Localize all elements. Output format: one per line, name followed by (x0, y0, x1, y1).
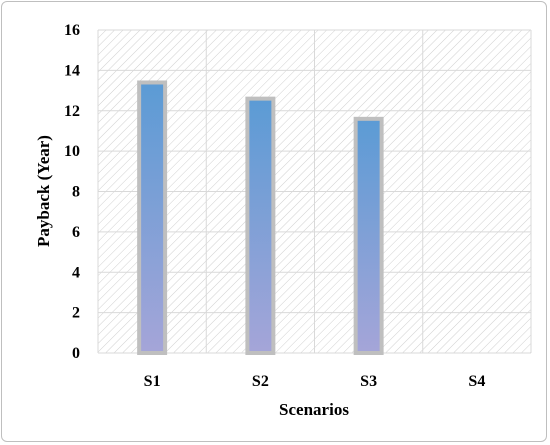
x-axis-title: Scenarios (279, 400, 349, 419)
y-tick-label: 0 (72, 345, 80, 362)
bar-s3 (353, 116, 384, 355)
bar-s1 (137, 80, 168, 356)
y-tick-label: 6 (72, 224, 80, 241)
x-tick-label-s4: S4 (468, 373, 485, 390)
y-tick-labels: 0 2 4 6 8 10 12 14 16 (64, 22, 80, 362)
y-tick-label: 10 (64, 143, 80, 160)
bar-s2 (245, 96, 276, 355)
x-tick-label-s2: S2 (252, 373, 269, 390)
x-tick-label-s3: S3 (360, 373, 377, 390)
y-tick-label: 12 (64, 103, 80, 120)
y-tick-label: 14 (64, 62, 80, 79)
x-tick-label-s1: S1 (144, 373, 161, 390)
y-axis-title: Payback (Year) (34, 135, 53, 247)
y-tick-label: 2 (72, 305, 80, 322)
y-tick-label: 4 (72, 264, 80, 281)
bars (137, 80, 384, 356)
y-tick-label: 8 (72, 184, 80, 201)
y-tick-label: 16 (64, 22, 80, 39)
gridlines (97, 29, 532, 354)
x-tick-labels: S1 S2 S3 S4 (144, 373, 486, 390)
